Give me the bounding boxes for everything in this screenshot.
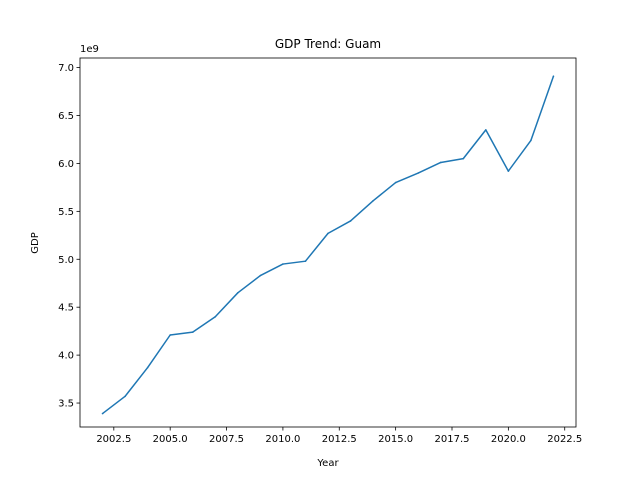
data-point	[282, 263, 284, 265]
x-axis-label: Year	[316, 458, 339, 469]
chart-title: GDP Trend: Guam	[275, 37, 381, 51]
x-axis: 2002.5 2005.0 2007.5 2010.0 2012.5 2015.0 2017…	[96, 427, 582, 445]
x-tick-label: 2017.5	[435, 434, 470, 445]
data-point	[259, 274, 262, 277]
data-point	[327, 232, 329, 235]
y-tick-label: 5.5	[58, 207, 74, 218]
y-tick-label: 5.0	[58, 255, 74, 266]
data-point	[507, 170, 510, 172]
gdp-series-line	[102, 75, 555, 415]
plot-area	[79, 57, 577, 428]
x-tick-label: 2020.0	[491, 434, 526, 445]
y-tick-label: 6.5	[58, 111, 74, 122]
x-tick-label: 2005.0	[153, 434, 188, 445]
data-point	[372, 200, 374, 202]
data-point	[530, 139, 532, 142]
data-point	[214, 315, 217, 318]
data-point	[349, 220, 352, 222]
data-point	[191, 331, 194, 333]
data-point	[394, 181, 397, 184]
y-axis-label: GDP	[30, 232, 41, 253]
data-point	[552, 75, 555, 78]
x-tick-label: 2022.5	[547, 434, 582, 445]
x-tick-label: 2010.0	[265, 434, 300, 445]
data-point	[439, 161, 442, 164]
x-tick-label: 2002.5	[96, 434, 131, 445]
data-point	[417, 172, 419, 174]
data-point	[304, 260, 307, 262]
x-tick-label: 2007.5	[209, 434, 244, 445]
y-tick-label: 3.5	[58, 399, 74, 410]
data-point	[146, 366, 149, 369]
y-tick-label: 7.0	[58, 63, 74, 74]
x-tick-label: 2015.0	[378, 434, 413, 445]
data-point	[237, 292, 239, 294]
data-point	[124, 395, 126, 398]
x-tick-label: 2012.5	[322, 434, 357, 445]
data-point	[101, 412, 104, 415]
y-offset-label: 1e9	[80, 44, 99, 55]
y-tick-label: 4.5	[58, 303, 74, 314]
y-tick-label: 6.0	[58, 159, 74, 170]
data-point	[169, 334, 171, 336]
data-point	[485, 129, 487, 131]
plot-frame	[79, 57, 577, 428]
y-axis: 3.5 4.0 4.5 5.0 5.5 6.0 6.5 7.0	[58, 63, 80, 410]
data-point	[462, 157, 465, 160]
y-tick-label: 4.0	[58, 351, 74, 362]
